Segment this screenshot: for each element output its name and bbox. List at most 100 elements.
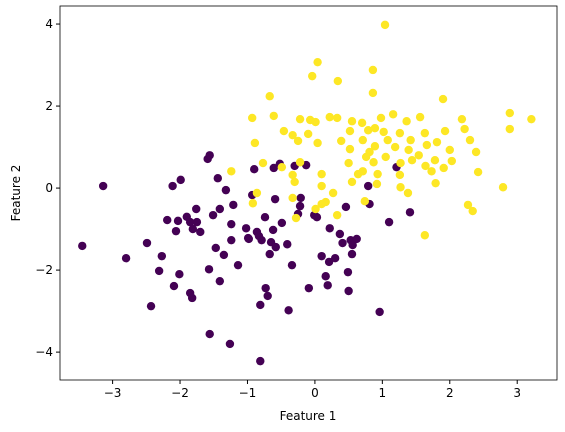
point xyxy=(98,181,108,191)
point xyxy=(279,126,289,136)
point xyxy=(268,225,278,235)
point xyxy=(303,129,313,139)
y-axis-label: Feature 2 xyxy=(9,165,23,222)
point xyxy=(290,177,299,187)
x-tick-label: 0 xyxy=(311,386,319,400)
point xyxy=(308,71,317,81)
point xyxy=(229,200,238,210)
point xyxy=(257,235,266,245)
point xyxy=(369,158,378,167)
point xyxy=(405,208,415,217)
point xyxy=(358,135,367,145)
point xyxy=(421,161,430,171)
point xyxy=(335,229,345,239)
point xyxy=(333,76,343,86)
point xyxy=(313,57,322,67)
point xyxy=(402,117,411,126)
point xyxy=(390,142,400,152)
point xyxy=(296,193,305,203)
point xyxy=(225,339,235,349)
point xyxy=(344,286,353,296)
point xyxy=(422,140,432,150)
point xyxy=(250,165,259,174)
point xyxy=(324,257,334,267)
point xyxy=(233,260,243,270)
point xyxy=(284,306,293,315)
point xyxy=(163,215,172,225)
point xyxy=(345,144,355,154)
point xyxy=(473,167,483,177)
point xyxy=(438,94,448,104)
point xyxy=(357,118,367,128)
point xyxy=(260,212,270,222)
point xyxy=(347,249,357,259)
point xyxy=(370,142,380,151)
point xyxy=(439,163,448,173)
point xyxy=(445,145,454,155)
point xyxy=(269,163,278,173)
point xyxy=(317,181,326,191)
point xyxy=(288,170,297,180)
point xyxy=(321,272,330,281)
point xyxy=(250,138,260,148)
point xyxy=(142,238,152,248)
point xyxy=(261,283,270,293)
point xyxy=(395,170,405,180)
point xyxy=(396,183,405,192)
point xyxy=(384,217,394,227)
point xyxy=(375,307,384,317)
point xyxy=(372,179,382,189)
point xyxy=(415,112,425,122)
point xyxy=(347,117,357,126)
point xyxy=(317,199,326,209)
point xyxy=(157,251,167,261)
point xyxy=(363,181,373,191)
point xyxy=(395,128,405,138)
point xyxy=(368,65,378,75)
point xyxy=(227,235,236,245)
point xyxy=(295,114,305,124)
point xyxy=(361,152,371,162)
point xyxy=(168,181,177,191)
point xyxy=(256,300,265,310)
point xyxy=(263,291,272,301)
x-tick-label: 1 xyxy=(379,386,387,400)
point xyxy=(383,135,392,145)
point xyxy=(288,130,297,140)
point xyxy=(348,240,357,250)
point xyxy=(205,329,214,339)
point xyxy=(505,124,514,134)
point xyxy=(430,155,440,165)
x-tick-label: 2 xyxy=(446,386,454,400)
point xyxy=(311,204,320,214)
point xyxy=(271,242,280,252)
point xyxy=(379,127,388,137)
point xyxy=(304,283,314,293)
point xyxy=(471,147,481,157)
point xyxy=(171,226,181,236)
point xyxy=(288,193,297,203)
point xyxy=(283,240,292,249)
point xyxy=(420,231,430,240)
point xyxy=(381,152,390,162)
point xyxy=(311,117,320,127)
point xyxy=(219,250,229,260)
point xyxy=(205,151,214,160)
point xyxy=(269,111,278,121)
point xyxy=(215,204,225,214)
point xyxy=(291,213,301,223)
point xyxy=(460,124,469,134)
point xyxy=(440,126,450,136)
point xyxy=(227,219,236,229)
point xyxy=(498,183,508,192)
y-tick-label: −2 xyxy=(35,263,53,277)
point xyxy=(345,126,355,136)
point xyxy=(169,281,179,291)
point xyxy=(414,151,423,160)
point xyxy=(265,92,274,101)
point xyxy=(330,254,340,263)
point xyxy=(241,224,251,233)
point xyxy=(431,178,440,188)
point xyxy=(277,218,287,228)
point xyxy=(332,210,342,220)
